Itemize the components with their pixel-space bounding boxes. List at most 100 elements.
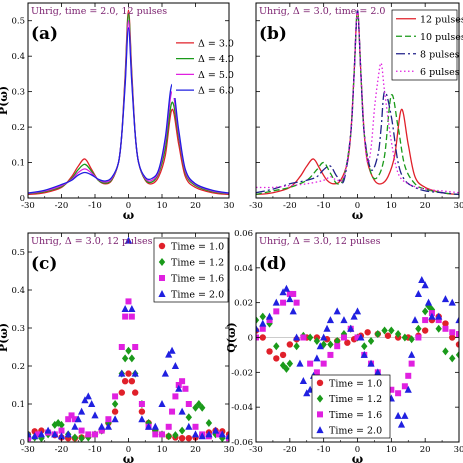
data-point: [159, 431, 165, 438]
data-point: [28, 430, 32, 438]
data-point: [408, 350, 416, 358]
data-point: [421, 281, 429, 289]
data-point: [361, 342, 368, 351]
y-tick-label: 0: [248, 334, 253, 344]
data-point: [286, 341, 294, 348]
data-point: [192, 423, 199, 430]
data-point: [138, 415, 146, 423]
data-point: [168, 346, 176, 354]
data-point: [31, 432, 39, 440]
data-point: [78, 407, 86, 415]
y-axis-label: Q(ω): [225, 322, 238, 352]
data-point: [28, 435, 31, 442]
data-point: [205, 430, 213, 438]
data-point: [65, 416, 72, 423]
series-line: [28, 9, 229, 196]
legend-box: [172, 35, 228, 98]
legend-label: 8 pulses: [420, 49, 460, 60]
x-tick-label: 20: [190, 445, 201, 455]
data-point: [296, 359, 304, 367]
data-point: [448, 298, 456, 306]
data-point: [306, 333, 314, 342]
x-tick-label: -20: [283, 445, 297, 455]
x-axis-label: ω: [123, 452, 134, 463]
data-point: [327, 340, 334, 349]
legend-box: [311, 374, 391, 439]
data-point: [259, 325, 266, 332]
y-tick-label: 0.04: [234, 264, 253, 274]
data-point: [442, 347, 449, 356]
data-point: [37, 430, 45, 438]
data-point: [111, 408, 119, 415]
data-point: [191, 430, 200, 438]
data-point: [364, 329, 371, 336]
legend-label: 10 pulses: [420, 32, 463, 43]
data-point: [105, 416, 112, 423]
data-point: [266, 348, 273, 355]
data-point: [394, 330, 402, 339]
data-point: [179, 378, 186, 385]
panel-label: (a): [31, 24, 58, 44]
data-point: [124, 236, 133, 244]
data-point: [118, 369, 126, 377]
data-point: [81, 396, 89, 404]
series-1: [28, 346, 229, 442]
panel-title: Uhrig, Δ = 3.0, 12 pulses: [31, 236, 153, 247]
data-point: [421, 307, 429, 316]
data-point: [401, 411, 409, 419]
data-point: [350, 312, 358, 320]
data-point: [128, 378, 136, 385]
panel-title: Uhrig, Δ = 3.0, time = 2.0: [259, 6, 385, 17]
data-point: [125, 370, 132, 377]
data-point: [455, 350, 459, 359]
legend-label: 12 pulses: [420, 14, 463, 25]
data-point: [397, 420, 406, 428]
x-tick-label: 0: [126, 201, 131, 211]
data-point: [131, 369, 139, 377]
y-tick-label: 0.3: [11, 88, 25, 98]
legend-box: [153, 237, 229, 303]
data-point: [286, 290, 293, 297]
data-point: [57, 432, 66, 440]
data-point: [307, 360, 314, 367]
series-line: [28, 27, 229, 194]
legend-label: Time = 1.0: [329, 378, 382, 389]
data-point: [360, 350, 368, 358]
x-tick-label: 0: [355, 445, 360, 455]
x-tick-label: 10: [386, 445, 397, 455]
y-tick-label: 0.2: [11, 123, 25, 133]
data-point: [455, 341, 459, 348]
data-point: [357, 333, 365, 341]
data-point: [132, 344, 139, 350]
data-point: [418, 276, 426, 284]
data-point: [316, 342, 324, 350]
y-tick-label: 0.4: [11, 52, 25, 62]
data-point: [151, 422, 159, 430]
panel-label: (d): [259, 254, 287, 274]
panel-label: (b): [259, 24, 287, 44]
data-point: [428, 312, 436, 320]
data-point: [334, 343, 341, 350]
panel-c: -30 -20 -10 0 10 20 30 0 0.1 0.2 0.3 0.4 0.5 ω P(ω) Uhr…: [0, 232, 234, 463]
legend-marker: [317, 411, 323, 418]
data-point: [225, 432, 229, 440]
data-point: [411, 316, 419, 324]
data-point: [456, 331, 459, 338]
data-point: [205, 419, 213, 427]
data-point: [449, 329, 456, 336]
legend-marker: [159, 275, 165, 281]
data-point: [171, 362, 179, 369]
y-tick-label: 0.02: [234, 299, 253, 309]
panel-d: -30 -20 -10 0 10 20 30-0.06-0.04-0.0200.020.04…: [225, 229, 463, 463]
data-point: [185, 401, 192, 407]
data-point: [286, 295, 294, 303]
legend-label: Time = 1.2: [171, 258, 224, 269]
legend: Δ = 3.0 Δ = 4.0 Δ = 5.0 Δ = 6.0: [172, 35, 234, 98]
y-tick-label: 0.5: [11, 248, 25, 258]
data-point: [128, 305, 136, 312]
data-point: [51, 430, 59, 438]
x-tick-label: 30: [454, 445, 463, 455]
data-point: [111, 400, 119, 408]
data-point: [178, 426, 186, 435]
data-point: [395, 390, 402, 397]
